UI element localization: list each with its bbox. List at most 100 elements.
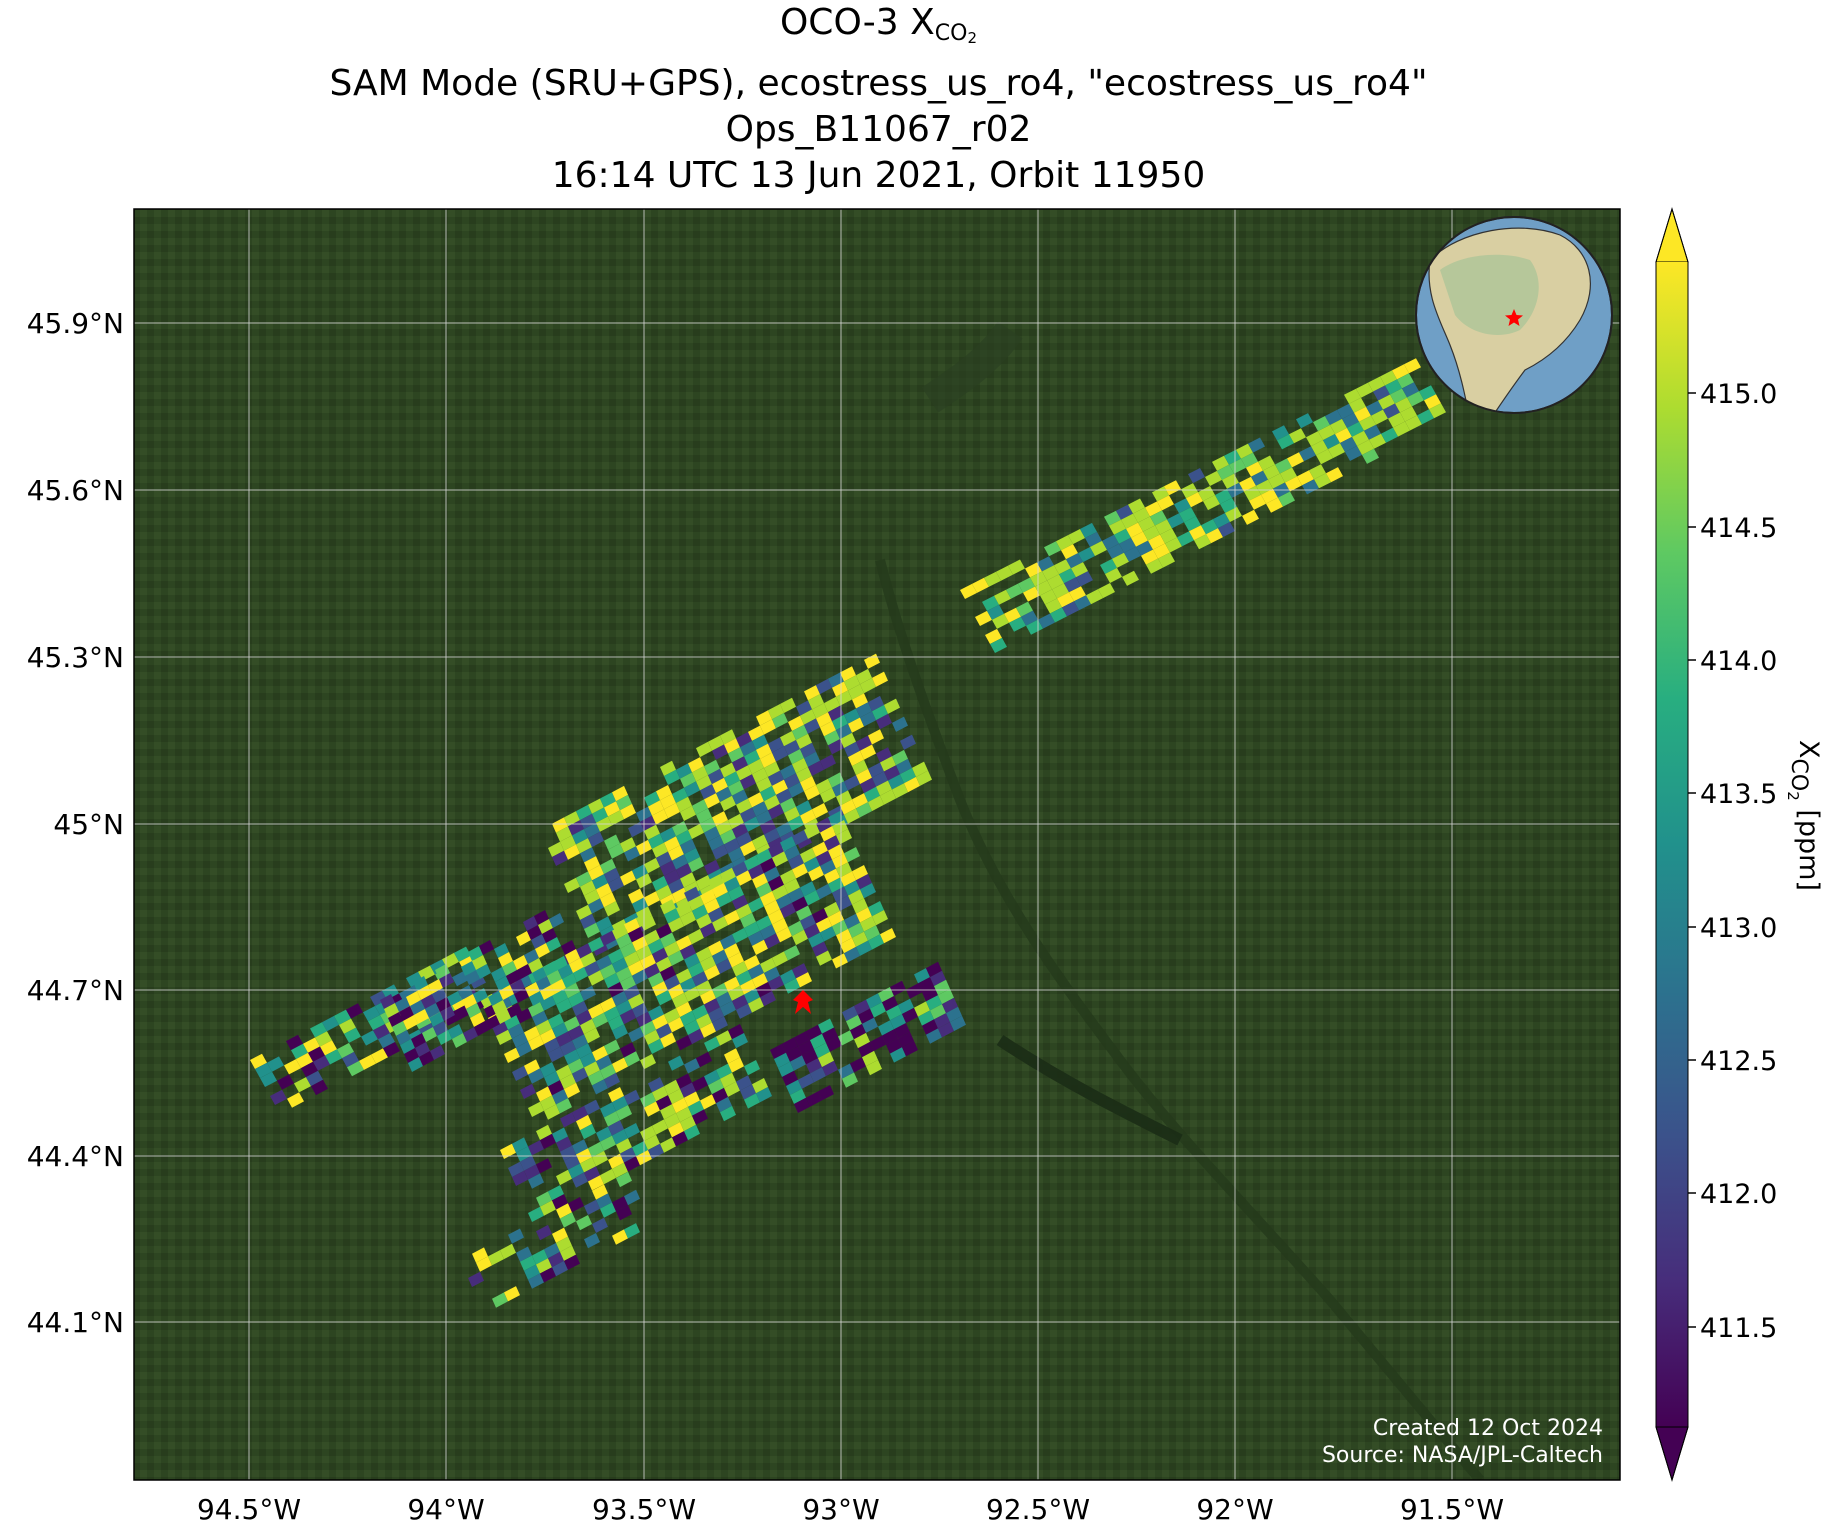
- sounding-pixel: [608, 810, 624, 826]
- sounding-pixel: [732, 1033, 748, 1049]
- sounding-pixel: [596, 883, 612, 899]
- sounding-pixel: [560, 1245, 576, 1261]
- sounding-pixel: [1249, 494, 1266, 510]
- sounding-pixel: [378, 1033, 395, 1049]
- title-line-2: SAM Mode (SRU+GPS), ecostress_us_ro4, "e…: [329, 63, 1428, 104]
- sounding-pixel: [692, 1076, 708, 1092]
- sounding-pixel: [604, 1072, 620, 1089]
- sounding-pixel: [668, 845, 684, 861]
- sounding-pixel: [491, 967, 506, 982]
- sounding-pixel: [856, 768, 872, 785]
- sounding-pixel: [644, 1134, 660, 1150]
- sounding-pixel: [512, 1170, 528, 1186]
- sounding-pixel: [620, 803, 636, 820]
- sounding-pixel: [752, 939, 768, 955]
- globe-star-icon: [1505, 309, 1523, 326]
- sounding-pixel: [728, 780, 744, 796]
- sounding-pixel: [736, 970, 752, 986]
- sounding-pixel: [756, 710, 772, 726]
- sounding-pixel: [403, 1015, 418, 1030]
- sounding-pixel: [700, 922, 716, 938]
- globe-inset: [1415, 216, 1613, 414]
- sounding-pixel: [600, 930, 616, 946]
- sounding-pixel: [588, 1003, 604, 1019]
- colorbar-tick-label: 413.5: [1700, 779, 1777, 810]
- sounding-pixel: [437, 1030, 452, 1045]
- sounding-pixel: [524, 949, 539, 964]
- sounding-pixel: [411, 1033, 426, 1048]
- sounding-pixel: [1362, 448, 1379, 464]
- sounding-pixel: [1383, 403, 1400, 419]
- sounding-pixel: [1167, 513, 1184, 529]
- sounding-pixel: [588, 937, 604, 953]
- sounding-pixel: [1263, 464, 1280, 480]
- sounding-pixel: [862, 1050, 878, 1067]
- sounding-pixel: [740, 912, 756, 928]
- sounding-pixel: [604, 1111, 620, 1127]
- globe-outline: [1415, 216, 1613, 414]
- sounding-pixel: [866, 1059, 882, 1076]
- sounding-pixel: [1206, 528, 1223, 544]
- sounding-pixel: [612, 1057, 628, 1073]
- sounding-pixel: [564, 877, 580, 893]
- gridlines: [134, 209, 1620, 1480]
- sounding-pixel: [458, 985, 473, 1000]
- sounding-pixel: [868, 934, 884, 950]
- sounding-pixel: [1359, 415, 1376, 431]
- sounding-pixel: [588, 831, 604, 848]
- sounding-pixel: [652, 875, 668, 892]
- sounding-pixel: [540, 995, 556, 1011]
- sounding-pixel: [540, 1267, 556, 1283]
- sounding-pixel: [1074, 595, 1091, 611]
- sounding-pixel: [672, 887, 688, 903]
- sounding-pixel: [744, 1093, 760, 1109]
- sounding-pixel: [624, 846, 640, 862]
- colorbar-tick-label: 411.5: [1700, 1313, 1777, 1344]
- sounding-pixel: [982, 595, 999, 611]
- sounding-pixel: [844, 946, 860, 963]
- sounding-pixel: [556, 1236, 572, 1252]
- sounding-pixel: [524, 1164, 540, 1180]
- map-frame: [133, 208, 1621, 1481]
- sounding-pixel: [768, 975, 784, 991]
- sounding-pixel: [822, 1027, 838, 1043]
- sounding-pixel: [628, 993, 644, 1009]
- sounding-pixel: [1278, 491, 1295, 507]
- sounding-pixel: [712, 811, 728, 827]
- sounding-pixel: [760, 785, 776, 802]
- sounding-pixel: [1229, 458, 1246, 474]
- sounding-pixel: [716, 1063, 732, 1079]
- sounding-pixel: [688, 1028, 704, 1045]
- sounding-pixel: [816, 712, 832, 728]
- sounding-pixel: [432, 988, 447, 1003]
- sounding-pixel: [414, 1009, 429, 1024]
- sounding-pixel: [860, 677, 876, 694]
- sounding-pixel: [320, 1040, 337, 1056]
- sounding-pixel: [425, 1003, 440, 1018]
- sounding-pixel: [1405, 415, 1422, 431]
- sounding-pixel: [543, 961, 558, 976]
- sounding-pixel: [604, 834, 620, 850]
- sounding-pixel: [760, 957, 776, 973]
- sounding-pixel: [430, 959, 447, 975]
- sounding-pixel: [824, 835, 840, 851]
- colorbar: 415.0 414.5 414.0 413.5 413.0 412.5 412.0 411.5…: [1655, 207, 1824, 1482]
- sounding-pixel: [612, 785, 628, 802]
- sounding-pixel: [1105, 567, 1122, 583]
- sounding-pixel: [538, 919, 553, 934]
- sounding-pixel: [720, 867, 736, 883]
- sounding-pixel: [784, 806, 800, 822]
- sounding-pixel: [844, 775, 860, 791]
- sounding-pixel: [644, 857, 660, 874]
- sounding-pixel: [620, 1009, 636, 1025]
- sounding-pixel: [371, 1048, 388, 1064]
- sounding-pixel: [736, 798, 752, 814]
- sounding-pixel: [676, 968, 692, 984]
- colorbar-tick-label: 414.0: [1700, 646, 1777, 677]
- sounding-pixel: [652, 1086, 668, 1102]
- sounding-pixel: [616, 1138, 632, 1154]
- sounding-pixel: [672, 787, 688, 803]
- sounding-pixel: [900, 734, 916, 750]
- sounding-pixel: [512, 1065, 528, 1081]
- sounding-pixel: [684, 953, 700, 969]
